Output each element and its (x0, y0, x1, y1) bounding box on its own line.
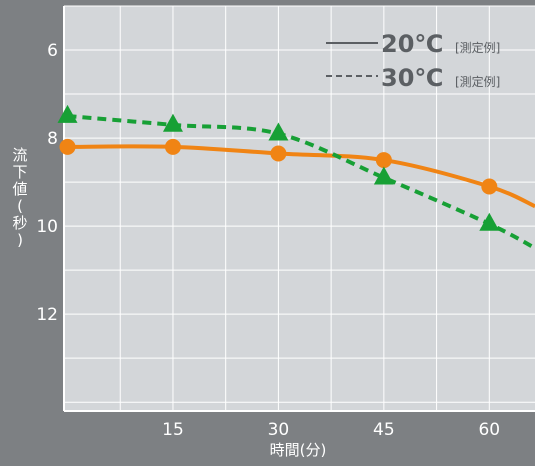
grid (64, 5, 535, 411)
data-point-30c (479, 212, 500, 231)
data-point-30c (162, 113, 183, 132)
x-tick-label: 30 (268, 420, 290, 440)
data-point-20c (164, 138, 181, 155)
plot-background (64, 6, 535, 411)
data-point-30c (373, 166, 394, 185)
data-point-20c (481, 178, 498, 195)
y-axis-title-char: 下 (12, 163, 27, 181)
y-axis-title-char: 秒 (12, 214, 27, 232)
data-point-30c (57, 104, 78, 123)
y-tick-label: 8 (47, 129, 58, 149)
y-axis-title-char: ( (17, 197, 23, 215)
series (57, 104, 535, 250)
ticks: 6 8 10 12 15 30 45 60 (36, 41, 500, 440)
y-axis-title-char: 流 (12, 146, 27, 164)
y-axis-title-char: 値 (12, 180, 27, 198)
x-tick-label: 45 (373, 420, 395, 440)
legend-sub-30: [測定例] (455, 74, 500, 89)
legend-label-20: 20℃ (381, 30, 443, 58)
data-point-20c (270, 145, 287, 162)
data-point-20c (59, 138, 76, 155)
x-tick-label: 15 (162, 420, 184, 440)
data-point-20c (375, 152, 392, 169)
y-tick-label: 6 (47, 41, 58, 61)
legend-label-30: 30℃ (381, 64, 443, 92)
y-tick-label: 10 (36, 217, 58, 237)
y-axis-title-char: ) (17, 231, 23, 249)
y-tick-label: 12 (36, 305, 58, 325)
legend-sub-20: [測定例] (455, 40, 500, 55)
y-axis-title: 流下値(秒) (12, 146, 27, 249)
x-tick-label: 60 (478, 420, 500, 440)
legend: 20℃ [測定例] 30℃ [測定例] (326, 30, 500, 92)
data-point-30c (268, 122, 289, 141)
x-axis-title: 時間(分) (270, 441, 327, 459)
